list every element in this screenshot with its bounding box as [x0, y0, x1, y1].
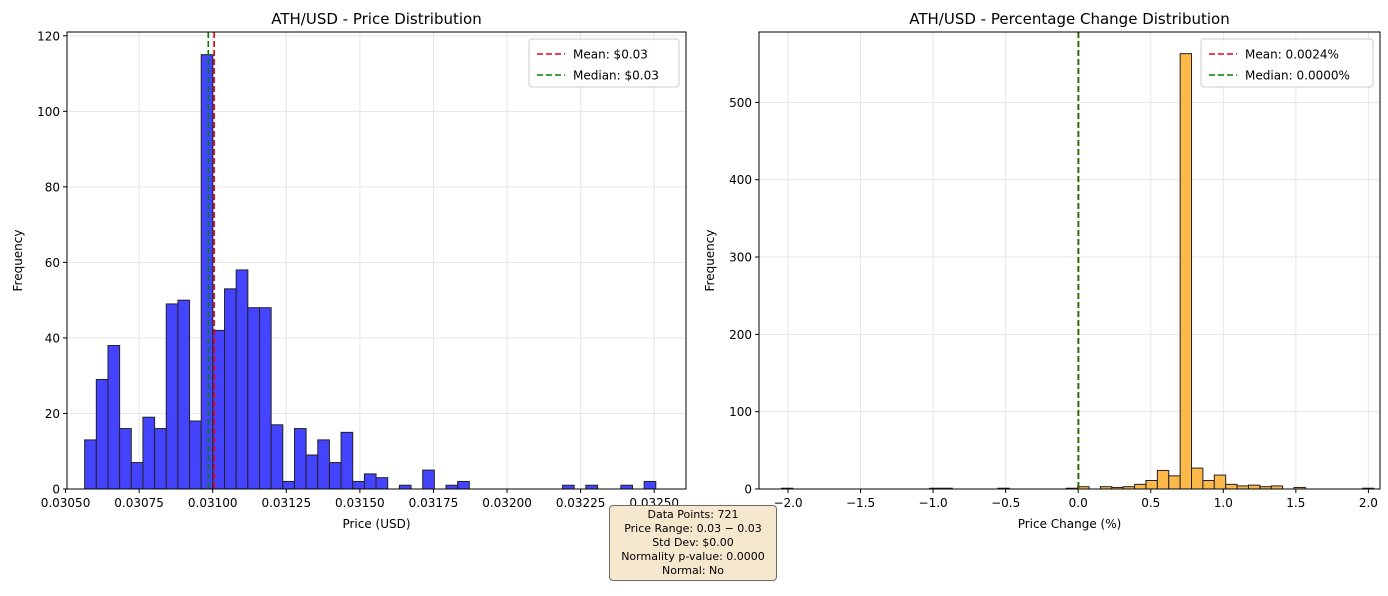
price-histogram-bar: [643, 480, 657, 490]
price-histogram-bar: [119, 428, 132, 490]
price-x-tick-label: 0.03125: [261, 496, 311, 510]
price-histogram-bar: [585, 484, 599, 490]
price-histogram-chart: 0.03050 0.03075 0.03100 0.03125 0.03150 0.031…: [11, 10, 687, 531]
price-histogram-bar: [305, 454, 319, 490]
price-y-tick-label: 80: [45, 180, 60, 194]
price-histogram-bar: [562, 484, 575, 490]
price-chart-title: ATH/USD - Price Distribution: [271, 10, 481, 28]
price-histogram-bar: [375, 477, 389, 490]
stats-price-range: Price Range: 0.03 − 0.03: [624, 522, 762, 535]
price-y-axis-label: Frequency: [11, 230, 25, 292]
price-histogram-bar: [95, 378, 109, 490]
price-histogram-bar: [620, 484, 633, 490]
change-axes-frame: [758, 31, 1381, 490]
change-histogram-bar: [1156, 469, 1170, 490]
price-legend-median-label: Median: $0.03: [573, 69, 659, 83]
change-x-tick-label: 0.5: [1141, 496, 1160, 510]
price-histogram-bar: [224, 288, 237, 490]
price-histogram-bar: [328, 462, 342, 490]
price-histogram-bar: [142, 416, 156, 490]
price-histogram-bar: [247, 307, 260, 490]
change-legend: Mean: 0.0024% Median: 0.0000%: [1200, 38, 1374, 88]
price-x-tick-label: 0.03225: [556, 496, 606, 510]
price-legend-mean-label: Mean: $0.03: [573, 48, 648, 62]
change-histogram-bar: [1134, 483, 1147, 490]
price-x-tick-label: 0.03150: [335, 496, 385, 510]
price-histogram-bar: [422, 469, 435, 490]
price-histogram-bar: [282, 480, 295, 490]
change-histogram-bar: [1168, 475, 1181, 490]
stats-normal: Normal: No: [662, 564, 724, 577]
price-x-tick-label: 0.03200: [482, 496, 532, 510]
price-histogram-bar: [317, 439, 330, 490]
price-histogram-bar: [270, 424, 284, 490]
change-x-tick-label: −2.0: [773, 496, 802, 510]
price-y-tick-label: 40: [45, 331, 60, 345]
change-x-tick-label: 0.0: [1069, 496, 1088, 510]
price-histogram-bar: [165, 303, 179, 490]
change-y-tick-label: 100: [729, 405, 752, 419]
price-histogram-bar: [84, 439, 97, 490]
change-histogram-bar: [1145, 479, 1158, 490]
price-x-tick-label: 0.03050: [41, 496, 91, 510]
change-x-tick-label: 1.0: [1214, 496, 1233, 510]
price-y-tick-label: 100: [37, 105, 60, 119]
change-x-tick-label: −1.0: [919, 496, 948, 510]
change-histogram-bar: [1179, 53, 1193, 490]
change-legend-mean-label: Mean: 0.0024%: [1245, 48, 1339, 62]
change-y-tick-label: 200: [729, 328, 752, 342]
price-y-tick-label: 60: [45, 256, 60, 270]
price-y-tick-label: 20: [45, 407, 60, 421]
price-legend: Mean: $0.03 Median: $0.03: [528, 38, 680, 88]
stats-box: Data Points: 721 Price Range: 0.03 − 0.0…: [609, 505, 777, 581]
price-histogram-bar: [107, 344, 121, 490]
price-histogram-bar: [340, 431, 354, 490]
change-histogram-bar: [1191, 467, 1204, 490]
price-axes-frame: [66, 31, 687, 490]
price-histogram-bar: [177, 299, 191, 490]
price-histogram-bar: [235, 269, 249, 490]
change-x-tick-label: −1.5: [846, 496, 875, 510]
change-histogram-bar: [1213, 474, 1227, 490]
change-histogram-bar: [1202, 479, 1215, 490]
price-legend-box: [528, 38, 680, 88]
price-histogram-bar: [189, 420, 202, 490]
price-histogram-bar: [445, 484, 459, 490]
change-histogram-bar: [1247, 484, 1261, 490]
price-y-tick-label: 120: [37, 29, 60, 43]
change-histogram-chart: −2.0 −1.5 −1.0 −0.5 0.0 0.5 1.0 1.5 2.0 0 100 200 30…: [703, 10, 1381, 531]
stats-normality-p-value: Normality p-value: 0.0000: [621, 550, 765, 563]
change-x-axis-label: Price Change (%): [1018, 517, 1122, 531]
price-histogram-bar: [258, 307, 272, 490]
price-x-tick-label: 0.03100: [188, 496, 238, 510]
change-histogram-bar: [1225, 483, 1238, 490]
change-y-tick-label: 300: [729, 251, 752, 265]
change-y-axis-label: Frequency: [703, 230, 717, 292]
change-y-tick-label: 400: [729, 173, 752, 187]
change-legend-box: [1200, 38, 1374, 88]
change-x-tick-label: 2.0: [1359, 496, 1378, 510]
price-histogram-bar: [398, 484, 412, 490]
price-histogram-bar: [154, 428, 167, 490]
price-histogram-bar: [200, 54, 214, 490]
price-y-tick-label: 0: [52, 483, 60, 497]
price-histogram-bar: [293, 428, 307, 490]
change-x-tick-label: 1.5: [1286, 496, 1305, 510]
price-x-axis-label: Price (USD): [342, 517, 410, 531]
price-histogram-bar: [363, 473, 377, 490]
price-x-tick-label: 0.03075: [114, 496, 164, 510]
price-x-tick-label: 0.03175: [409, 496, 459, 510]
change-x-tick-label: −0.5: [991, 496, 1020, 510]
change-chart-title: ATH/USD - Percentage Change Distribution: [909, 10, 1229, 28]
price-histogram-bar: [130, 462, 144, 490]
change-y-tick-label: 500: [729, 96, 752, 110]
price-histogram-bar: [457, 480, 470, 490]
change-y-tick-label: 0: [744, 483, 752, 497]
change-legend-median-label: Median: 0.0000%: [1245, 69, 1350, 83]
stats-data-points: Data Points: 721: [647, 508, 739, 521]
price-histogram-bar: [352, 480, 365, 490]
stats-std-dev: Std Dev: $0.00: [652, 536, 734, 549]
